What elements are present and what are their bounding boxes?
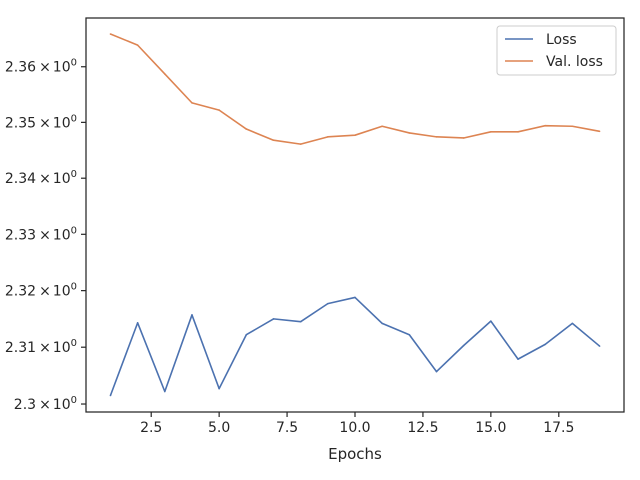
x-tick-label: 15.0	[475, 420, 506, 436]
y-tick-times: ×	[39, 227, 51, 243]
x-tick-label: 12.5	[407, 420, 438, 436]
x-tick-label: 10.0	[339, 420, 370, 436]
y-tick-label: 2.33 × 100	[5, 225, 77, 243]
y-tick-mantissa: 2.32	[5, 284, 36, 300]
data-point-val-loss	[462, 137, 465, 139]
y-tick-times: ×	[39, 284, 51, 300]
data-point-val-loss	[299, 143, 302, 145]
y-tick-mantissa: 2.36	[5, 60, 36, 76]
y-tick-base: 10	[53, 340, 71, 356]
x-tick-label: 17.5	[543, 420, 574, 436]
data-point-val-loss	[354, 134, 356, 136]
data-point-val-loss	[517, 131, 519, 133]
data-point-loss	[381, 322, 383, 325]
data-point-loss	[272, 318, 275, 320]
legend-label-loss: Loss	[546, 32, 577, 48]
x-tick-label: 2.5	[140, 420, 162, 436]
y-tick-exponent: 0	[71, 395, 77, 406]
plot-area	[86, 18, 624, 412]
plot-frame	[85, 17, 625, 413]
data-point-loss	[109, 394, 112, 397]
data-point-val-loss	[109, 33, 112, 35]
y-tick-label: 2.35 × 100	[5, 113, 77, 131]
legend: Loss Val. loss	[496, 25, 617, 76]
x-axis-label: Epochs	[328, 445, 382, 463]
y-tick-times: ×	[39, 340, 51, 356]
legend-label-val-loss: Val. loss	[546, 54, 603, 70]
data-point-val-loss	[327, 136, 329, 138]
data-point-loss	[598, 345, 601, 347]
x-tick-label: 5.0	[208, 420, 230, 436]
y-tick-mantissa: 2.35	[5, 115, 36, 131]
y-tick-times: ×	[39, 115, 51, 131]
data-point-val-loss	[191, 102, 193, 104]
y-tick-exponent: 0	[71, 113, 77, 124]
y-tick-exponent: 0	[71, 282, 77, 293]
x-tick-label: 7.5	[276, 420, 298, 436]
y-tick-label: 2.34 × 100	[5, 169, 77, 187]
y-tick-mantissa: 2.33	[5, 227, 36, 243]
data-point-val-loss	[408, 132, 411, 134]
data-point-loss	[544, 343, 547, 346]
data-point-loss	[462, 344, 465, 347]
data-point-loss	[218, 387, 220, 390]
data-point-val-loss	[272, 139, 275, 142]
data-point-val-loss	[490, 131, 492, 133]
data-point-val-loss	[245, 128, 248, 130]
data-point-loss	[490, 320, 492, 322]
y-tick-base: 10	[53, 115, 71, 131]
y-tick-base: 10	[53, 227, 71, 243]
y-tick-label: 2.32 × 100	[5, 282, 77, 300]
y-tick-mantissa: 2.3	[14, 397, 36, 413]
y-tick-exponent: 0	[71, 58, 77, 69]
data-point-loss	[571, 322, 574, 325]
y-tick-times: ×	[39, 397, 51, 413]
y-tick-label: 2.31 × 100	[5, 338, 77, 356]
y-tick-mantissa: 2.31	[5, 340, 36, 356]
series-layer	[109, 33, 601, 397]
data-point-loss	[163, 390, 166, 393]
y-tick-label: 2.3 × 100	[14, 395, 77, 413]
data-point-loss	[327, 302, 329, 305]
data-point-loss	[435, 370, 438, 373]
y-tick-exponent: 0	[71, 338, 77, 349]
data-point-loss	[136, 322, 139, 324]
y-tick-times: ×	[39, 60, 51, 76]
data-point-loss	[517, 358, 519, 360]
data-point-val-loss	[136, 44, 139, 46]
y-tick-base: 10	[53, 60, 71, 76]
data-point-loss	[191, 314, 193, 316]
y-tick-exponent: 0	[71, 225, 77, 236]
y-tick-exponent: 0	[71, 169, 77, 180]
y-tick-times: ×	[39, 171, 51, 187]
data-point-val-loss	[435, 136, 438, 138]
y-tick-mantissa: 2.34	[5, 171, 36, 187]
y-tick-base: 10	[53, 397, 71, 413]
data-point-val-loss	[163, 73, 166, 75]
data-point-loss	[354, 296, 356, 299]
data-point-loss	[245, 333, 248, 336]
data-point-val-loss	[381, 125, 383, 128]
x-axis-ticks: 2.5 5.0 7.5 10.0 12.5 15.0 17.5	[140, 412, 574, 436]
y-tick-base: 10	[53, 171, 71, 187]
data-point-loss	[408, 333, 411, 336]
data-point-val-loss	[218, 109, 220, 111]
y-tick-base: 10	[53, 284, 71, 300]
data-point-val-loss	[571, 125, 574, 128]
data-point-val-loss	[598, 130, 601, 133]
data-point-loss	[299, 320, 302, 323]
data-point-val-loss	[544, 124, 547, 127]
y-tick-label: 2.36 × 100	[5, 58, 77, 76]
